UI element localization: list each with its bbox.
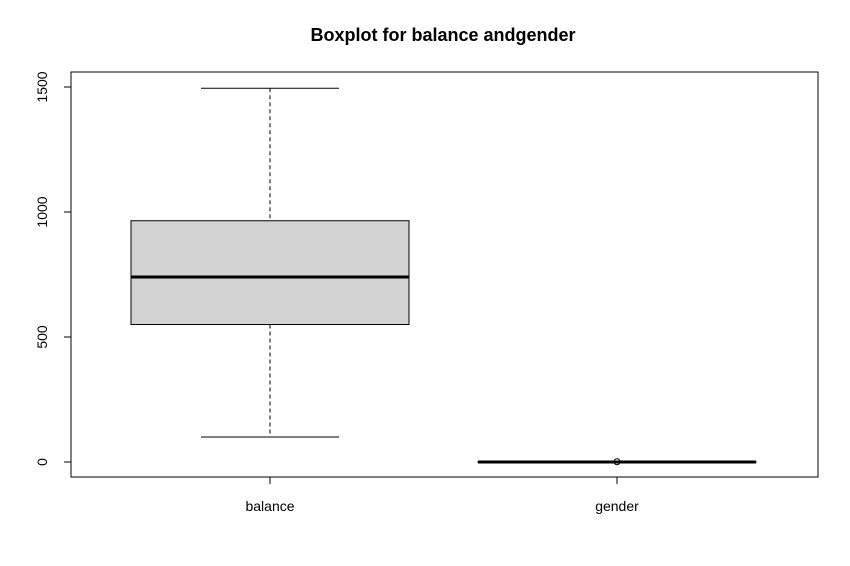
- x-tick-label: gender: [595, 498, 639, 514]
- y-tick-label: 0: [34, 458, 50, 466]
- chart-title: Boxplot for balance andgender: [310, 25, 575, 45]
- boxes: [130, 87, 757, 466]
- y-tick-label: 1000: [34, 196, 50, 227]
- x-axis: balance gender: [245, 477, 639, 514]
- y-axis: 0 500 1000 1500: [34, 71, 72, 466]
- y-tick-label: 1500: [34, 71, 50, 102]
- outlier-point: [613, 458, 621, 466]
- x-tick-label: balance: [245, 498, 294, 514]
- box-balance: [130, 220, 410, 325]
- y-tick-label: 500: [34, 325, 50, 349]
